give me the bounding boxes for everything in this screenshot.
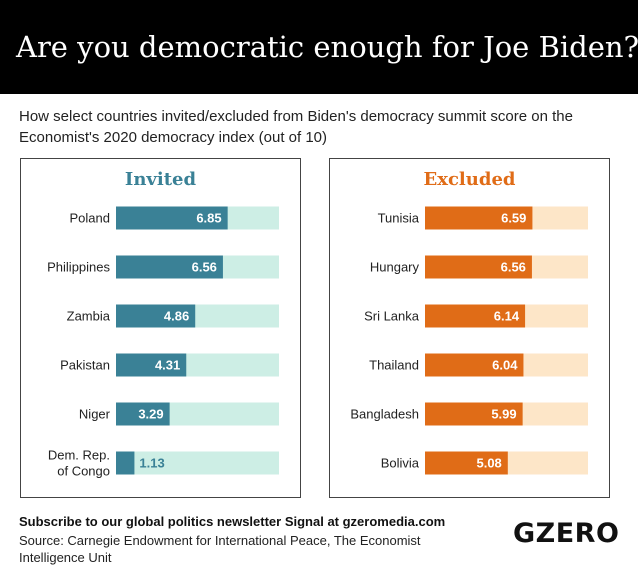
invited-value-label: 4.31 [155,358,180,373]
excluded-category-label: Sri Lanka [364,309,420,324]
invited-bar-track [116,451,279,475]
excluded-panel-title: Excluded [423,169,516,190]
excluded-bar [425,402,523,426]
excluded-value-label: 6.56 [501,260,526,275]
invited-bar [116,402,170,426]
excluded-bar [425,255,532,279]
invited-category-label: Niger [79,407,111,422]
source-note: Source: Carnegie Endowment for Internati… [19,533,421,565]
invited-category-label: Poland [70,211,110,226]
excluded-bar [425,206,533,230]
invited-category-label: Pakistan [60,358,110,373]
excluded-category-label: Tunisia [378,211,420,226]
excluded-category-label: Bolivia [381,456,420,471]
invited-panel-title: Invited [124,169,197,190]
invited-category-label: Dem. Rep. of Congo [48,448,110,479]
excluded-category-label: Thailand [369,358,419,373]
excluded-value-label: 6.04 [492,358,518,373]
newsletter-cta: Subscribe to our global politics newslet… [19,514,446,529]
invited-bar [116,206,228,230]
invited-bar [116,451,135,475]
invited-bar [116,255,223,279]
excluded-panel: Excluded Tunisia 6.59 Hungary 6.56 Sri Lanka… [329,158,610,498]
invited-panel: Invited Poland 6.85 Philippines 6.56 Zambia 4… [20,158,301,498]
excluded-category-label: Bangladesh [350,407,419,422]
excluded-value-label: 5.99 [491,407,516,422]
page-title: Are you democratic enough for Joe Biden? [0,0,638,94]
excluded-category-label: Hungary [370,260,420,275]
excluded-value-label: 6.59 [501,211,526,226]
invited-category-label: Zambia [67,309,111,324]
excluded-value-label: 6.14 [494,309,520,324]
invited-category-label: Philippines [47,260,110,275]
gzero-logo: GZERO [513,518,620,549]
chart-subtitle: How select countries invited/excluded fr… [19,108,573,146]
excluded-bar [425,304,526,328]
invited-value-label: 4.86 [164,309,189,324]
invited-value-label: 1.13 [139,456,164,471]
excluded-value-label: 5.08 [476,456,501,471]
excluded-bar [425,353,524,377]
invited-value-label: 6.56 [192,260,217,275]
excluded-bar [425,451,508,475]
invited-bar-chart: Poland 6.85 Philippines 6.56 Zambia 4.86 Pakis… [47,206,279,479]
excluded-bar-chart: Tunisia 6.59 Hungary 6.56 Sri Lanka 6.14 Thail… [350,206,588,475]
invited-value-label: 3.29 [138,407,163,422]
invited-bar [116,304,196,328]
invited-value-label: 6.85 [196,211,221,226]
invited-bar [116,353,187,377]
